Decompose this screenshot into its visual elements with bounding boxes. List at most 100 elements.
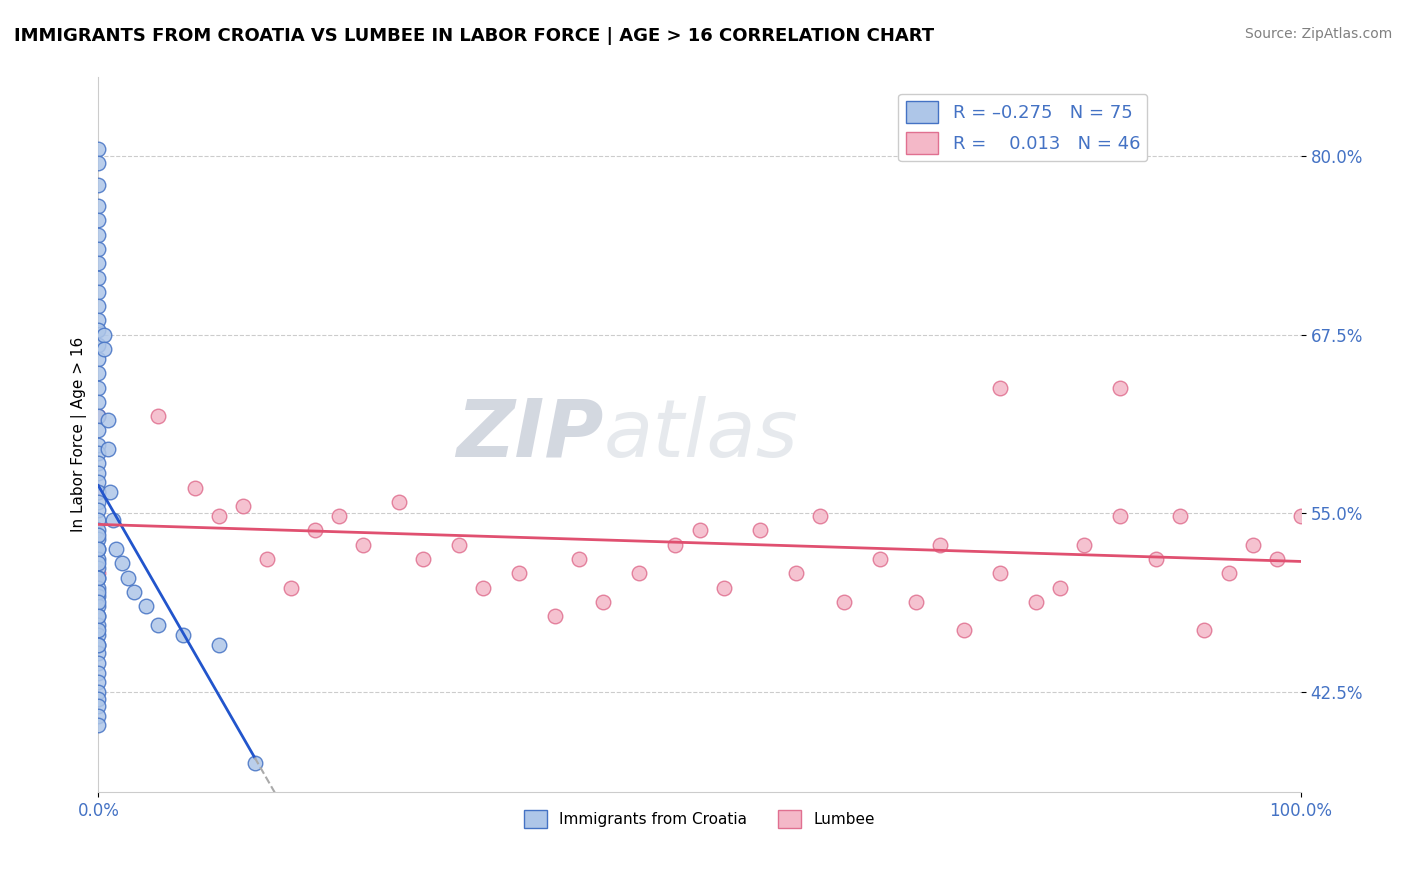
Point — [87, 409, 110, 424]
Point — [87, 199, 110, 213]
Point — [87, 709, 110, 723]
Point — [87, 541, 110, 556]
Point — [117, 571, 139, 585]
Point — [1109, 380, 1132, 394]
Point — [748, 524, 770, 538]
Point — [148, 409, 170, 424]
Point — [87, 560, 110, 574]
Point — [568, 552, 591, 566]
Point — [97, 442, 120, 456]
Point — [87, 270, 110, 285]
Point — [904, 595, 927, 609]
Point — [304, 524, 326, 538]
Point — [785, 566, 807, 581]
Point — [412, 552, 434, 566]
Point — [87, 532, 110, 546]
Point — [1241, 538, 1264, 552]
Point — [207, 638, 229, 652]
Point — [87, 552, 110, 566]
Point — [87, 571, 110, 585]
Point — [87, 227, 110, 242]
Point — [87, 624, 110, 638]
Point — [87, 323, 110, 337]
Point — [472, 581, 495, 595]
Point — [93, 327, 115, 342]
Point — [713, 581, 735, 595]
Point — [87, 657, 110, 671]
Point — [1144, 552, 1167, 566]
Point — [87, 495, 110, 509]
Point — [1218, 566, 1240, 581]
Point — [352, 538, 374, 552]
Point — [87, 380, 110, 394]
Point — [87, 617, 110, 632]
Point — [87, 599, 110, 614]
Point — [87, 446, 110, 460]
Point — [808, 509, 831, 524]
Point — [1265, 552, 1288, 566]
Point — [256, 552, 278, 566]
Point — [1170, 509, 1192, 524]
Y-axis label: In Labor Force | Age > 16: In Labor Force | Age > 16 — [72, 337, 87, 533]
Legend: Immigrants from Croatia, Lumbee: Immigrants from Croatia, Lumbee — [519, 804, 880, 834]
Point — [101, 513, 124, 527]
Point — [105, 541, 128, 556]
Point — [544, 609, 567, 624]
Point — [328, 509, 350, 524]
Text: IMMIGRANTS FROM CROATIA VS LUMBEE IN LABOR FORCE | AGE > 16 CORRELATION CHART: IMMIGRANTS FROM CROATIA VS LUMBEE IN LAB… — [14, 27, 934, 45]
Point — [664, 538, 686, 552]
Point — [87, 557, 110, 571]
Point — [988, 380, 1011, 394]
Point — [87, 581, 110, 595]
Point — [87, 313, 110, 327]
Point — [87, 438, 110, 452]
Point — [100, 484, 122, 499]
Point — [1109, 509, 1132, 524]
Point — [689, 524, 711, 538]
Point — [87, 484, 110, 499]
Point — [87, 718, 110, 732]
Point — [87, 513, 110, 527]
Point — [953, 624, 976, 638]
Point — [508, 566, 530, 581]
Point — [388, 495, 411, 509]
Point — [87, 692, 110, 706]
Point — [111, 557, 134, 571]
Point — [87, 685, 110, 699]
Point — [87, 156, 110, 170]
Point — [87, 242, 110, 256]
Point — [628, 566, 651, 581]
Point — [87, 394, 110, 409]
Point — [87, 256, 110, 270]
Point — [87, 595, 110, 609]
Point — [207, 509, 229, 524]
Point — [87, 475, 110, 489]
Point — [929, 538, 952, 552]
Point — [135, 599, 157, 614]
Point — [87, 409, 110, 424]
Point — [832, 595, 855, 609]
Point — [1073, 538, 1095, 552]
Point — [87, 484, 110, 499]
Point — [87, 638, 110, 652]
Point — [988, 566, 1011, 581]
Text: atlas: atlas — [603, 396, 799, 474]
Point — [87, 366, 110, 380]
Point — [148, 617, 170, 632]
Point — [87, 351, 110, 366]
Point — [87, 628, 110, 642]
Point — [87, 285, 110, 299]
Point — [93, 342, 115, 356]
Point — [124, 585, 146, 599]
Point — [87, 699, 110, 714]
Point — [87, 456, 110, 470]
Text: ZIP: ZIP — [456, 396, 603, 474]
Point — [87, 299, 110, 313]
Point — [1289, 509, 1312, 524]
Point — [87, 503, 110, 517]
Point — [87, 527, 110, 541]
Point — [87, 666, 110, 681]
Point — [87, 337, 110, 351]
Point — [87, 424, 110, 438]
Point — [447, 538, 470, 552]
